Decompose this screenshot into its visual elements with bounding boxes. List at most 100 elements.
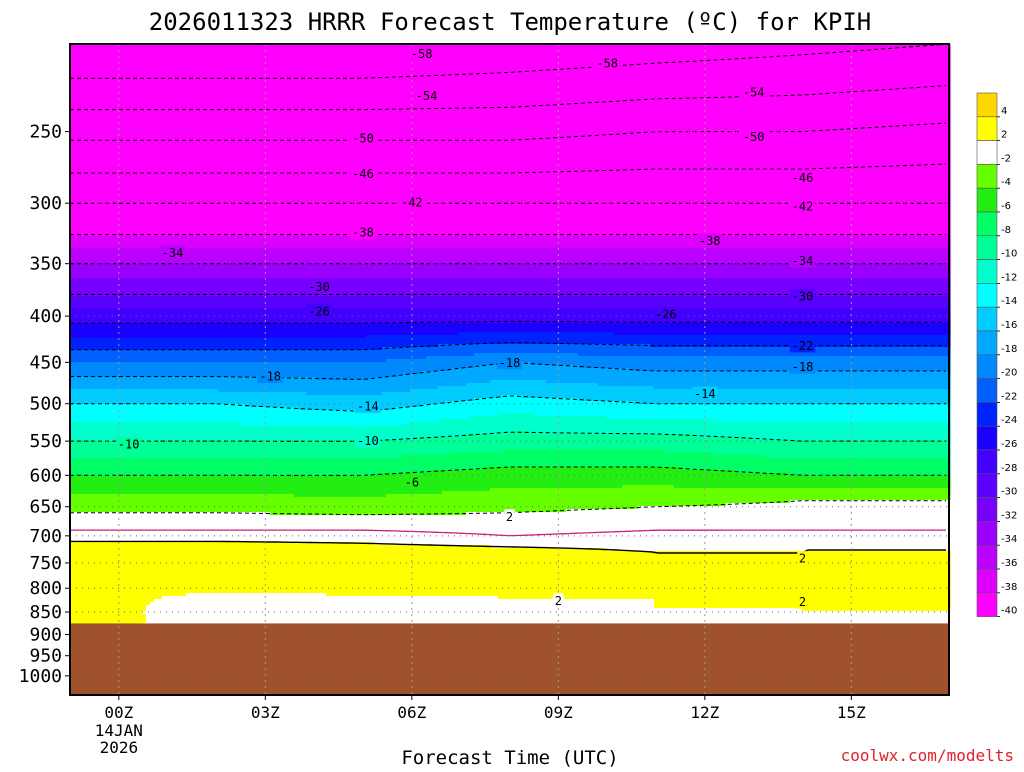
heatmap-cell — [374, 53, 379, 57]
heatmap-cell — [542, 44, 547, 48]
heatmap-cell — [786, 65, 791, 69]
heatmap-cell — [802, 59, 807, 63]
heatmap-cell — [786, 47, 791, 51]
heatmap-cell — [282, 56, 287, 60]
heatmap-cell — [354, 65, 359, 69]
heatmap-cell — [762, 53, 767, 57]
heatmap-cell — [338, 62, 343, 66]
heatmap-cell — [582, 59, 587, 63]
heatmap-cell — [510, 47, 515, 51]
heatmap-cell — [614, 53, 619, 57]
heatmap-cell — [190, 47, 195, 51]
heatmap-cell — [722, 50, 727, 54]
heatmap-cell — [546, 65, 551, 69]
heatmap-cell — [102, 56, 107, 60]
heatmap-cell — [262, 59, 267, 63]
heatmap-cell — [454, 53, 459, 57]
heatmap-cell — [78, 53, 83, 57]
heatmap-cell — [278, 44, 283, 48]
heatmap-cell — [258, 50, 263, 54]
heatmap-cell — [198, 62, 203, 66]
heatmap-cell — [158, 65, 163, 69]
heatmap-cell — [514, 44, 519, 48]
heatmap-cell — [250, 56, 255, 60]
heatmap-cell — [918, 56, 923, 60]
heatmap-cell — [498, 56, 503, 60]
heatmap-cell — [686, 50, 691, 54]
heatmap-cell — [182, 59, 187, 63]
heatmap-cell — [734, 62, 739, 66]
heatmap-cell — [334, 53, 339, 57]
heatmap-cell — [786, 44, 791, 48]
heatmap-cell — [750, 65, 755, 69]
heatmap-cell — [926, 65, 931, 69]
heatmap-cell — [114, 62, 119, 66]
heatmap-cell — [318, 50, 323, 54]
heatmap-cell — [82, 50, 87, 54]
heatmap-cell — [758, 50, 763, 54]
heatmap-cell — [842, 56, 847, 60]
heatmap-cell — [634, 65, 639, 69]
heatmap-cell — [666, 50, 671, 54]
heatmap-cell — [898, 44, 903, 48]
heatmap-cell — [762, 44, 767, 48]
heatmap-cell — [554, 65, 559, 69]
heatmap-cell — [702, 59, 707, 63]
heatmap-cell — [218, 47, 223, 51]
heatmap-cell — [354, 53, 359, 57]
heatmap-cell — [350, 59, 355, 63]
heatmap-cell — [558, 65, 563, 69]
heatmap-cell — [818, 62, 823, 66]
heatmap-cell — [430, 44, 435, 48]
heatmap-cell — [222, 50, 227, 54]
heatmap-cell — [326, 44, 331, 48]
heatmap-cell — [686, 62, 691, 66]
heatmap-cell — [562, 56, 567, 60]
heatmap-cell — [354, 59, 359, 63]
heatmap-cell — [126, 50, 131, 54]
heatmap-cell — [70, 53, 75, 57]
heatmap-cell — [242, 56, 247, 60]
heatmap-cell — [674, 47, 679, 51]
heatmap-cell — [722, 47, 727, 51]
heatmap-cell — [714, 44, 719, 48]
heatmap-cell — [298, 62, 303, 66]
heatmap-cell — [854, 47, 859, 51]
heatmap-cell — [842, 65, 847, 69]
heatmap-cell — [518, 47, 523, 51]
heatmap-cell — [798, 50, 803, 54]
heatmap-cell — [302, 56, 307, 60]
heatmap-cell — [438, 56, 443, 60]
heatmap-cell — [814, 53, 819, 57]
heatmap-cell — [518, 44, 523, 48]
heatmap-cell — [362, 56, 367, 60]
heatmap-cell — [290, 65, 295, 69]
heatmap-cell — [734, 47, 739, 51]
heatmap-cell — [330, 59, 335, 63]
heatmap-cell — [350, 65, 355, 69]
heatmap-cell — [806, 50, 811, 54]
heatmap-cell — [302, 65, 307, 69]
heatmap-cell — [662, 62, 667, 66]
heatmap-cell — [554, 59, 559, 63]
heatmap-cell — [790, 50, 795, 54]
heatmap-cell — [694, 47, 699, 51]
heatmap-cell — [634, 62, 639, 66]
heatmap-cell — [270, 56, 275, 60]
heatmap-cell — [402, 65, 407, 69]
heatmap-cell — [606, 44, 611, 48]
heatmap-cell — [382, 44, 387, 48]
heatmap-cell — [738, 56, 743, 60]
heatmap-cell — [142, 44, 147, 48]
heatmap-cell — [854, 44, 859, 48]
heatmap-cell — [162, 47, 167, 51]
heatmap-cell — [94, 47, 99, 51]
heatmap-cell — [650, 59, 655, 63]
heatmap-cell — [342, 53, 347, 57]
heatmap-cell — [298, 65, 303, 69]
heatmap-cell — [114, 65, 119, 69]
heatmap-cell — [930, 44, 935, 48]
heatmap-cell — [774, 47, 779, 51]
heatmap-cell — [78, 59, 83, 63]
heatmap-cell — [758, 44, 763, 48]
